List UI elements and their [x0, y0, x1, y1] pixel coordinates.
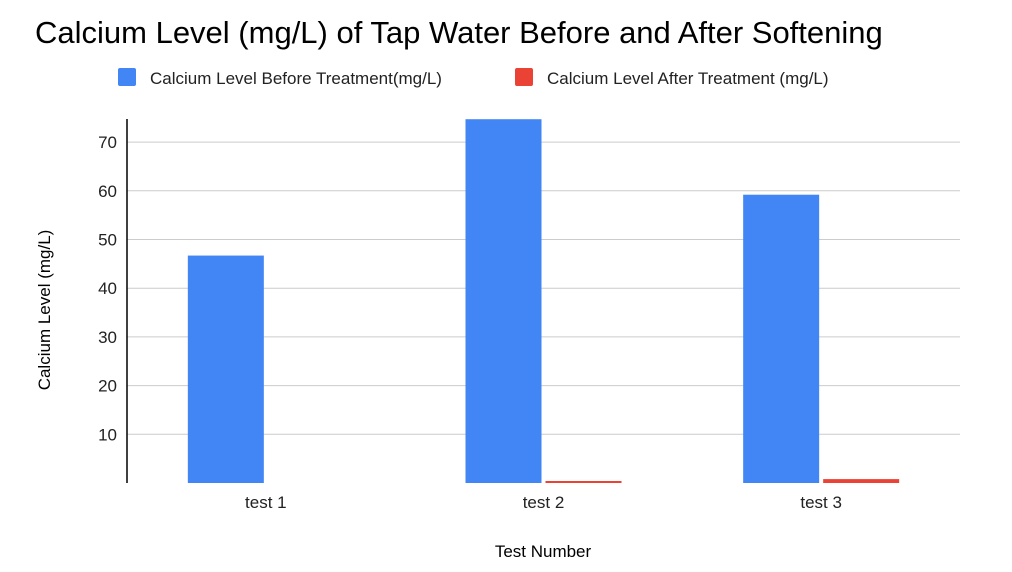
legend-label-1: Calcium Level Before Treatment(mg/L): [150, 69, 442, 88]
y-tick-label-70: 70: [98, 133, 117, 152]
y-tick-label-10: 10: [98, 425, 117, 444]
legend-swatch-1: [118, 68, 136, 86]
chart-title: Calcium Level (mg/L) of Tap Water Before…: [35, 15, 883, 50]
legend-label-2: Calcium Level After Treatment (mg/L): [547, 69, 829, 88]
x-tick-label-3: test 3: [800, 493, 842, 512]
x-axis-ticks: test 1 test 2 test 3: [245, 493, 842, 512]
x-tick-label-1: test 1: [245, 493, 287, 512]
y-tick-label-60: 60: [98, 182, 117, 201]
legend-swatch-2: [515, 68, 533, 86]
y-tick-label-30: 30: [98, 328, 117, 347]
bar-series1-test-2: [465, 119, 542, 483]
legend: Calcium Level Before Treatment(mg/L) Calc…: [118, 68, 829, 88]
bar-series1-test-1: [187, 255, 264, 483]
bar-series2-test-3: [823, 479, 900, 483]
y-tick-label-50: 50: [98, 231, 117, 250]
y-tick-label-20: 20: [98, 377, 117, 396]
x-tick-label-2: test 2: [523, 493, 565, 512]
x-axis-label: Test Number: [495, 542, 592, 561]
bars: [187, 119, 900, 484]
y-axis-ticks: 10 20 30 40 50 60 70: [98, 133, 117, 444]
bar-series2-test-2: [545, 481, 622, 483]
bar-series1-test-3: [743, 194, 820, 484]
y-axis-label: Calcium Level (mg/L): [35, 230, 54, 391]
y-tick-label-40: 40: [98, 279, 117, 298]
gridlines: [127, 141, 960, 435]
